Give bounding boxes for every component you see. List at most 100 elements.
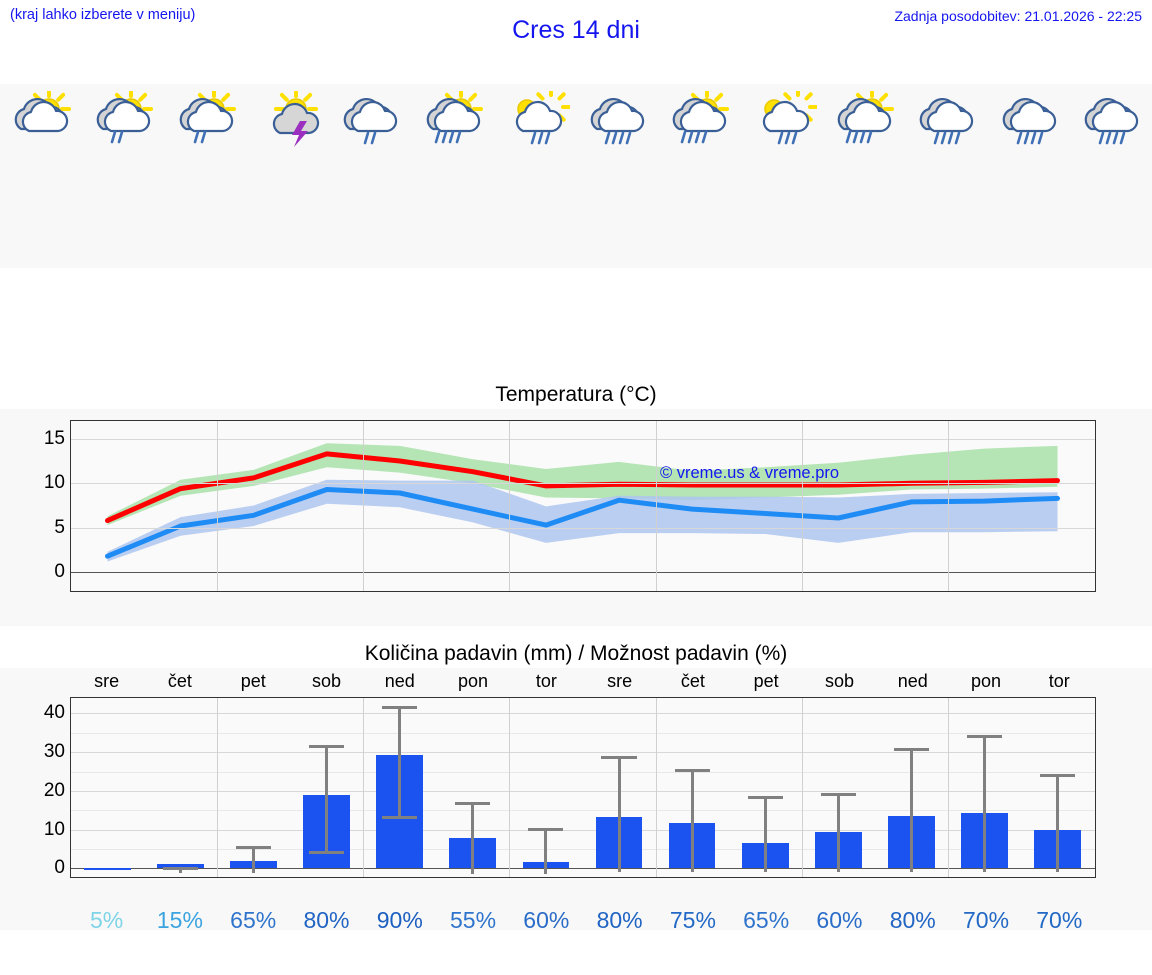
cloud-rain-icon <box>1076 91 1146 149</box>
day-column[interactable] <box>823 84 905 268</box>
day-column[interactable] <box>411 84 493 268</box>
precipitation-whisker-cap-low <box>382 816 418 820</box>
sun-cloud-rain-icon <box>500 87 571 149</box>
cloud-rain-icon <box>582 91 652 149</box>
precipitation-chart-title: Količina padavin (mm) / Možnost padavin … <box>0 640 1152 668</box>
precipitation-probability-label: 70% <box>962 907 1010 933</box>
precipitation-day-label: sre <box>94 671 120 691</box>
precipitation-whisker-line <box>471 801 475 875</box>
menu-hint-text: (kraj lahko izberete v meniju) <box>10 7 196 23</box>
precipitation-whisker-cap-high <box>236 846 272 850</box>
precipitation-gridline: 30 <box>44 741 1095 762</box>
precipitation-whisker-line <box>398 705 402 817</box>
temperature-vertical-gridline <box>947 421 949 591</box>
precipitation-probability-label: 75% <box>669 907 716 933</box>
temperature-gridline: 15 <box>44 428 1095 449</box>
day-column[interactable] <box>576 84 658 268</box>
day-column[interactable] <box>247 84 329 268</box>
sun-behind-cloud-rain-icon <box>829 87 899 149</box>
temperature-y-tick: 0 <box>54 561 65 583</box>
precipitation-whisker-line <box>836 792 840 873</box>
day-column[interactable] <box>987 84 1069 268</box>
precipitation-whisker-cap-high <box>674 769 710 773</box>
precipitation-probability-label: 90% <box>376 907 423 933</box>
day-column[interactable] <box>82 84 164 268</box>
day-column[interactable] <box>494 84 576 268</box>
precipitation-y-tick: 30 <box>43 741 65 763</box>
page-header: (kraj lahko izberete v meniju) Cres 14 d… <box>0 0 1152 60</box>
precipitation-day-label: sre <box>607 671 633 691</box>
precipitation-y-tick: 10 <box>43 818 65 840</box>
precipitation-bar-group[interactable] <box>436 698 509 877</box>
precipitation-gridline: 40 <box>44 702 1095 723</box>
precipitation-minor-gridline <box>71 810 1095 812</box>
precipitation-whisker-cap-high <box>1039 774 1075 778</box>
precipitation-whisker-line <box>690 769 694 873</box>
precipitation-whisker-line <box>909 747 913 873</box>
precipitation-day-label: pon <box>458 671 489 691</box>
temperature-gridline: 0 <box>54 561 1095 582</box>
copyright-text: © vreme.us & vreme.pro <box>660 464 840 482</box>
precipitation-probability-label: 80% <box>596 907 643 933</box>
precipitation-day-label: pet <box>240 671 266 691</box>
precipitation-probability-label: 60% <box>816 907 863 933</box>
precipitation-probability-label: 80% <box>889 907 936 933</box>
precipitation-vertical-gridline <box>509 698 511 877</box>
precipitation-bar-group[interactable] <box>1021 698 1094 877</box>
precipitation-probability-label: 5% <box>90 907 124 933</box>
precipitation-probability-label: 15% <box>156 907 203 933</box>
precipitation-whisker-cap-high <box>382 705 418 709</box>
precipitation-bar-group[interactable] <box>729 698 802 877</box>
precipitation-whisker-cap-high <box>747 795 783 799</box>
precipitation-day-label: pon <box>970 671 1002 691</box>
precipitation-whisker-line <box>179 866 183 873</box>
precipitation-whisker-line <box>1055 774 1059 873</box>
precipitation-day-label: tor <box>535 671 557 691</box>
day-column[interactable] <box>165 84 247 268</box>
precipitation-bar-group[interactable] <box>875 698 948 877</box>
precipitation-probability-label: 60% <box>523 907 570 933</box>
precipitation-day-label: čet <box>680 671 705 691</box>
precipitation-day-label: ned <box>384 671 415 691</box>
sun-behind-cloud-rain-icon <box>664 87 734 149</box>
precipitation-whisker-line <box>325 744 329 852</box>
precipitation-whisker-cap-low <box>309 851 345 855</box>
day-column[interactable] <box>658 84 740 268</box>
temperature-y-tick: 10 <box>43 472 65 494</box>
precipitation-bar-group[interactable] <box>217 698 290 877</box>
precipitation-whisker-cap-high <box>455 801 491 805</box>
precipitation-bar <box>84 868 131 870</box>
day-column[interactable] <box>905 84 987 268</box>
precipitation-bar-group[interactable] <box>144 698 217 877</box>
precipitation-y-tick: 20 <box>43 779 65 801</box>
day-column[interactable] <box>1070 84 1152 268</box>
precipitation-bar-group[interactable] <box>583 698 656 877</box>
precipitation-whisker-line <box>544 827 548 875</box>
precipitation-day-label: ned <box>897 671 928 691</box>
sun-behind-cloud-icon <box>6 87 76 149</box>
temperature-vertical-gridline <box>801 421 803 591</box>
sun-behind-cloud-light-rain-icon <box>171 87 241 149</box>
precipitation-bar-group[interactable] <box>71 698 144 877</box>
precipitation-bar-group[interactable] <box>509 698 582 877</box>
daily-forecast-strip <box>0 84 1152 268</box>
precipitation-whisker-cap-high <box>601 756 637 760</box>
temperature-vertical-gridline <box>509 421 511 591</box>
day-column[interactable] <box>329 84 411 268</box>
last-updated-text: Zadnja posodobitev: 21.01.2026 - 22:25 <box>894 8 1142 24</box>
precipitation-chart-panel: Količina padavin (mm) / Možnost padavin … <box>0 640 1152 930</box>
precipitation-bar-group[interactable] <box>656 698 729 877</box>
precipitation-bar-group[interactable] <box>948 698 1021 877</box>
day-column[interactable] <box>741 84 823 268</box>
precipitation-day-label: tor <box>1048 671 1070 691</box>
precipitation-bar-group[interactable] <box>363 698 436 877</box>
cloud-light-rain-icon <box>335 91 405 149</box>
precipitation-whisker-cap-high <box>163 866 199 870</box>
day-column[interactable] <box>0 84 82 268</box>
temperature-plot-area: 0 5 10 15 <box>44 420 1096 592</box>
precipitation-bar-group[interactable] <box>802 698 875 877</box>
sun-cloud-thunderstorm-icon <box>253 87 323 149</box>
sun-behind-cloud-light-rain-icon <box>88 87 158 149</box>
precipitation-bar-group[interactable] <box>290 698 363 877</box>
